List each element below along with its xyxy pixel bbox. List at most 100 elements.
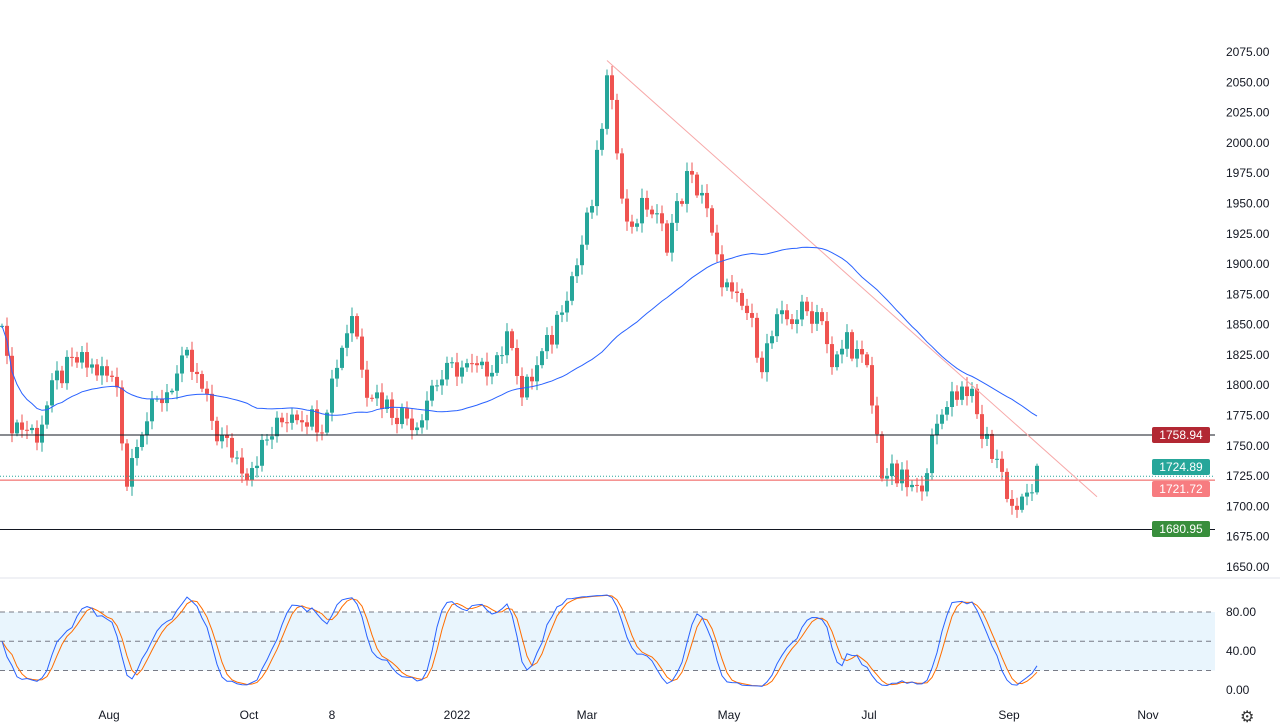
- candle-body: [40, 424, 44, 443]
- candle-body: [685, 171, 689, 204]
- candle-body: [270, 436, 274, 440]
- candle-body: [125, 443, 129, 487]
- ma-value-badge: 1721.72: [1152, 481, 1210, 498]
- candle-body: [990, 433, 994, 459]
- candle-body: [415, 427, 419, 431]
- candle-body: [530, 376, 534, 382]
- price-tick: 1925.00: [1226, 227, 1270, 241]
- candle-body: [430, 385, 434, 401]
- candle-body: [725, 282, 729, 288]
- candle-body: [305, 422, 309, 427]
- candle-body: [475, 363, 479, 366]
- price-tick: 1900.00: [1226, 257, 1270, 271]
- candle-body: [195, 371, 199, 375]
- candle-body: [790, 319, 794, 324]
- time-tick: 8: [329, 708, 336, 722]
- candle-body: [1025, 492, 1029, 497]
- candle-body: [20, 422, 24, 430]
- candle-body: [485, 361, 489, 377]
- candle-body: [265, 439, 269, 441]
- price-tick: 1800.00: [1226, 378, 1270, 392]
- candle-body: [230, 437, 234, 458]
- price-tick: 2050.00: [1226, 75, 1270, 89]
- candle-body: [1010, 498, 1014, 506]
- candle-body: [590, 206, 594, 213]
- candle-body: [915, 484, 919, 486]
- candle-body: [660, 213, 664, 224]
- candle-body: [390, 399, 394, 418]
- time-tick: Jul: [861, 708, 876, 722]
- candle-body: [160, 398, 164, 404]
- candle-body: [860, 349, 864, 355]
- price-tick: 2025.00: [1226, 106, 1270, 120]
- candle-body: [615, 99, 619, 154]
- price-tick: 2000.00: [1226, 136, 1270, 150]
- candle-body: [760, 357, 764, 373]
- candle-body: [90, 364, 94, 368]
- candle-body: [970, 388, 974, 397]
- candle-body: [745, 305, 749, 314]
- time-tick: Aug: [98, 708, 119, 722]
- candle-body: [490, 372, 494, 377]
- candle-body: [620, 153, 624, 199]
- candle-body: [60, 370, 64, 384]
- candle-body: [405, 408, 409, 419]
- candle-body: [540, 351, 544, 366]
- time-tick: Mar: [577, 708, 598, 722]
- candle-body: [260, 439, 264, 466]
- candle-body: [520, 375, 524, 398]
- candle-body: [95, 364, 99, 376]
- candle-body: [545, 334, 549, 352]
- candle-body: [995, 458, 999, 460]
- candle-body: [695, 174, 699, 196]
- price-tick: 1650.00: [1226, 560, 1270, 574]
- settings-gear-icon[interactable]: ⚙: [1240, 709, 1255, 726]
- candle-body: [750, 313, 754, 318]
- price-tick: 1725.00: [1226, 469, 1270, 483]
- candle-body: [300, 420, 304, 423]
- candle-body: [560, 312, 564, 315]
- candle-body: [470, 363, 474, 365]
- candle-body: [800, 301, 804, 320]
- candle-body: [645, 197, 649, 210]
- candle-body: [580, 244, 584, 266]
- price-tick: 1750.00: [1226, 439, 1270, 453]
- candle-body: [355, 316, 359, 337]
- candle-body: [680, 201, 684, 204]
- candle-body: [810, 311, 814, 324]
- candle-body: [755, 317, 759, 358]
- candle-body: [495, 355, 499, 373]
- candle-body: [1030, 492, 1034, 494]
- time-tick: May: [718, 708, 741, 722]
- candle-body: [365, 369, 369, 398]
- candle-body: [10, 355, 14, 434]
- candle-body: [960, 386, 964, 400]
- candle-body: [130, 458, 134, 487]
- candle-body: [780, 310, 784, 315]
- candle-body: [280, 417, 284, 423]
- candle-body: [100, 366, 104, 376]
- candle-body: [110, 375, 114, 377]
- price-tick: 1775.00: [1226, 409, 1270, 423]
- candle-body: [630, 221, 634, 227]
- candle-body: [395, 417, 399, 425]
- candle-body: [975, 388, 979, 415]
- candle-body: [820, 312, 824, 322]
- candle-body: [870, 365, 874, 406]
- candle-body: [865, 354, 869, 366]
- candle-body: [955, 391, 959, 400]
- candle-body: [1020, 496, 1024, 510]
- candle-body: [80, 352, 84, 363]
- candle-body: [310, 409, 314, 427]
- candle-body: [775, 314, 779, 337]
- candle-body: [225, 434, 229, 438]
- candle-body: [290, 414, 294, 423]
- candle-body: [805, 301, 809, 312]
- candle-body: [340, 347, 344, 368]
- candle-body: [570, 276, 574, 301]
- candle-body: [1015, 505, 1019, 510]
- price-tick: 1950.00: [1226, 196, 1270, 210]
- candle-body: [555, 314, 559, 345]
